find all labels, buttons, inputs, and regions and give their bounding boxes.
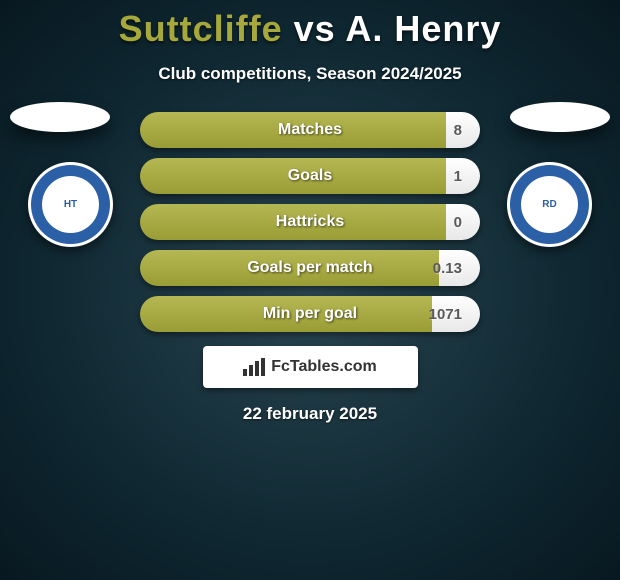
chart-icon [243,358,265,376]
subtitle: Club competitions, Season 2024/2025 [0,64,620,84]
club-badge-left: HT [28,162,113,247]
stat-value: 8 [454,122,462,139]
stat-bar: Matches 8 [140,112,480,148]
comparison-layout: HT RD Matches 8 Goals 1 Hattricks 0 Goals per … [0,112,620,424]
stat-bar: Hattricks 0 [140,204,480,240]
date-text: 22 february 2025 [0,404,620,424]
stat-bar: Min per goal 1071 [140,296,480,332]
stat-bars: Matches 8 Goals 1 Hattricks 0 Goals per match 0… [140,112,480,332]
stat-label: Hattricks [276,213,344,231]
page-title: Suttcliffe vs A. Henry [0,0,620,50]
club-badge-right: RD [507,162,592,247]
stat-bar: Goals 1 [140,158,480,194]
club-badge-left-initials: HT [42,176,99,233]
stat-label: Min per goal [263,305,357,323]
player2-name: A. Henry [345,8,501,49]
brand-text: FcTables.com [271,358,377,376]
club-badge-right-initials: RD [521,176,578,233]
vs-text: vs [294,8,336,49]
stat-label: Goals [288,167,332,185]
stat-label: Matches [278,121,342,139]
stat-bar: Goals per match 0.13 [140,250,480,286]
player1-avatar [10,102,110,132]
stat-value: 0 [454,214,462,231]
player2-avatar [510,102,610,132]
stat-value: 0.13 [433,260,462,277]
stat-value: 1071 [429,306,462,323]
brand-logo: FcTables.com [203,346,418,388]
stat-value: 1 [454,168,462,185]
player1-name: Suttcliffe [119,8,283,49]
stat-label: Goals per match [247,259,372,277]
